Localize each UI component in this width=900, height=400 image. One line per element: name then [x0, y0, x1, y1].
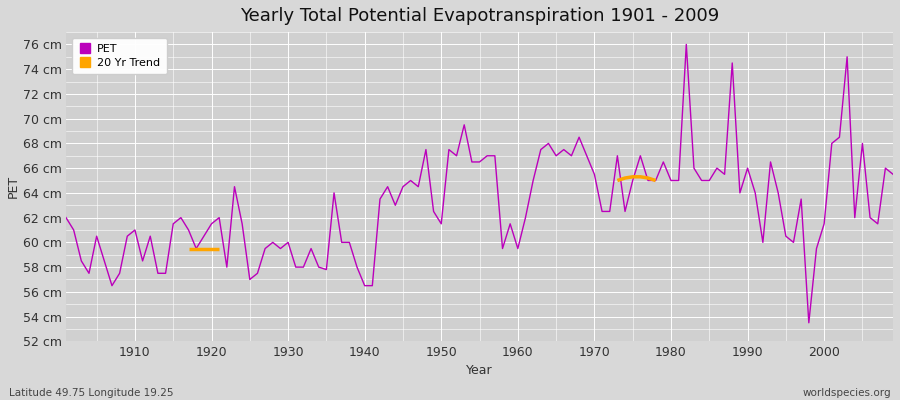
PET [122, 234, 132, 238]
20 Yr Trend [183, 246, 194, 251]
Y-axis label: PET: PET [7, 175, 20, 198]
PET [505, 222, 516, 226]
Legend: PET, 20 Yr Trend: PET, 20 Yr Trend [72, 38, 166, 74]
20 Yr Trend [199, 246, 210, 251]
PET [604, 209, 615, 214]
PET [337, 240, 347, 245]
PET [804, 320, 814, 325]
20 Yr Trend [191, 246, 202, 251]
20 Yr Trend [206, 246, 217, 251]
PET [681, 42, 692, 47]
X-axis label: Year: Year [466, 364, 493, 377]
Text: worldspecies.org: worldspecies.org [803, 388, 891, 398]
20 Yr Trend [214, 246, 225, 251]
PET [291, 265, 302, 270]
Text: Latitude 49.75 Longitude 19.25: Latitude 49.75 Longitude 19.25 [9, 388, 174, 398]
PET [60, 215, 71, 220]
PET [887, 172, 898, 177]
Line: PET: PET [66, 44, 893, 323]
PET [512, 246, 523, 251]
Title: Yearly Total Potential Evapotranspiration 1901 - 2009: Yearly Total Potential Evapotranspiratio… [240, 7, 719, 25]
